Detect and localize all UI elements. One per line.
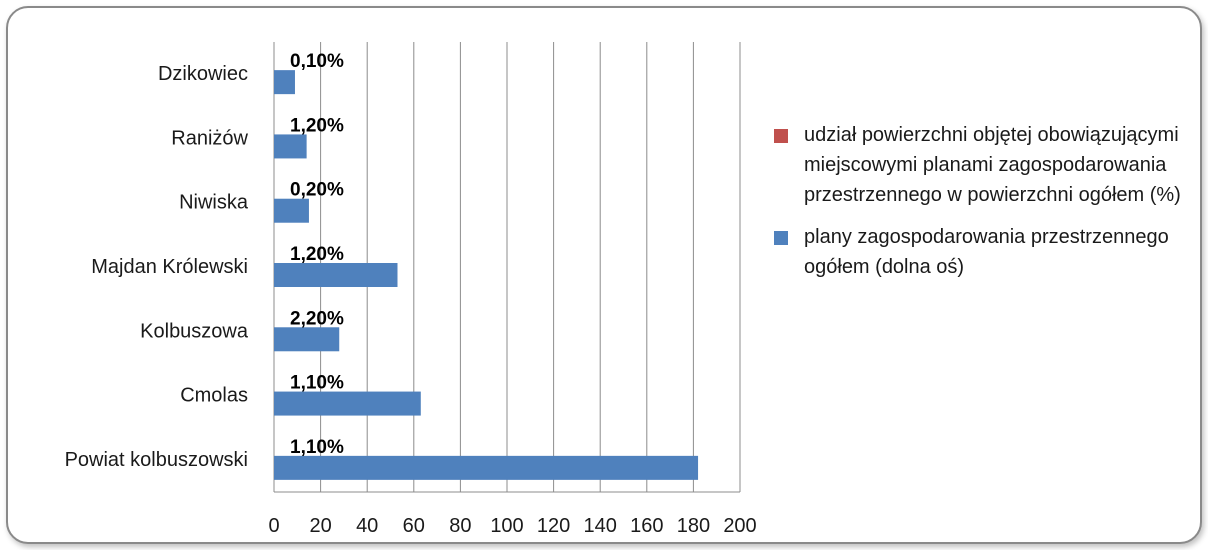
legend: udział powierzchni objętej obowiązującym…: [774, 120, 1194, 294]
data-label: 0,20%: [290, 180, 344, 201]
x-tick-label: 40: [356, 515, 378, 537]
bars: [274, 70, 699, 480]
chart-frame: [6, 6, 1202, 544]
legend-label-share: udział powierzchni objętej obowiązującym…: [804, 124, 1181, 206]
x-tick-label: 60: [403, 515, 425, 537]
bar: [274, 327, 340, 352]
x-tick-label: 140: [584, 515, 617, 537]
bar: [274, 70, 295, 95]
x-tick-label: 100: [490, 515, 523, 537]
legend-label-plans: plany zagospodarowania przestrzennego og…: [804, 226, 1169, 278]
category-label: Powiat kolbuszowski: [65, 449, 248, 471]
data-label: 2,20%: [290, 308, 344, 329]
data-label: 1,10%: [290, 437, 344, 458]
bar: [274, 455, 699, 480]
data-label: 1,20%: [290, 115, 344, 136]
data-label: 1,10%: [290, 373, 344, 394]
x-tick-label: 20: [309, 515, 331, 537]
category-label: Raniżów: [171, 127, 248, 149]
legend-swatch-share: [774, 129, 788, 143]
legend-item-plans: plany zagospodarowania przestrzennego og…: [774, 222, 1194, 282]
bar: [274, 134, 307, 159]
x-tick-label: 80: [449, 515, 471, 537]
category-label: Cmolas: [180, 385, 248, 407]
category-label: Dzikowiec: [158, 63, 248, 85]
x-tick-label: 0: [268, 515, 279, 537]
category-label: Kolbuszowa: [140, 320, 249, 342]
x-axis-ticks: 0 20 40 60 80 100 120 140 160 180 200: [268, 515, 756, 537]
gridlines: [273, 42, 741, 493]
x-tick-label: 180: [677, 515, 710, 537]
category-label: Niwiska: [179, 192, 249, 214]
x-tick-label: 160: [630, 515, 663, 537]
bar: [274, 198, 309, 223]
data-label: 0,10%: [290, 51, 344, 72]
category-labels: Dzikowiec Raniżów Niwiska Majdan Królewski K…: [65, 63, 249, 471]
category-label: Majdan Królewski: [91, 256, 248, 278]
bar: [274, 263, 398, 287]
bar: [274, 391, 421, 416]
data-labels: 0,10% 1,20% 0,20% 1,20% 2,20% 1,10% 1,10%: [290, 51, 344, 458]
legend-item-share: udział powierzchni objętej obowiązującym…: [774, 120, 1194, 210]
x-tick-label: 120: [537, 515, 570, 537]
x-tick-label: 200: [723, 515, 756, 537]
legend-swatch-plans: [774, 231, 788, 245]
data-label: 1,20%: [290, 244, 344, 265]
